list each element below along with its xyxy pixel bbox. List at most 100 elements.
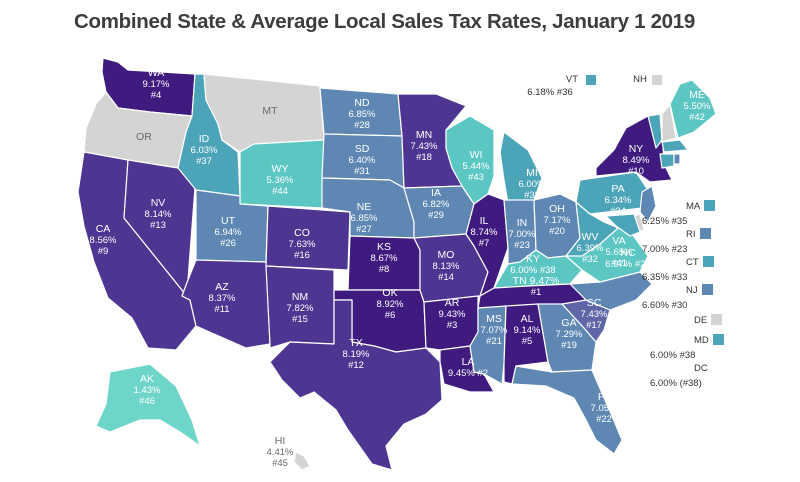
callout-swatch xyxy=(712,334,724,345)
state-value: 8.67% xyxy=(371,253,398,264)
state-code: MN xyxy=(416,129,432,141)
state-code: WY xyxy=(272,163,289,175)
state-label-ms: MS7.07%#21 xyxy=(481,313,508,347)
state-value: 8.92% xyxy=(377,299,404,310)
state-value: 1.43% xyxy=(134,385,161,396)
state-value: #17 xyxy=(586,320,602,331)
state-label-ga: GA7.29%#19 xyxy=(556,317,583,351)
state-code: MO xyxy=(438,249,455,261)
state-label-nc: NC6.97% #25 xyxy=(605,247,650,270)
state-value: 8.49% xyxy=(623,155,650,166)
state-code: AZ xyxy=(215,281,229,293)
state-label-mo: MO8.13%#14 xyxy=(433,249,460,283)
state-value: 8.56% xyxy=(90,235,117,246)
state-code: WV xyxy=(582,231,599,243)
state-value: #22 xyxy=(596,414,612,425)
state-label-ak: AK1.43%#46 xyxy=(134,373,161,407)
callout-de: DE xyxy=(694,314,723,326)
state-value: #34 xyxy=(610,206,626,217)
state-value: #29 xyxy=(428,210,444,221)
state-co xyxy=(265,205,351,271)
state-label-me: ME5.50%#42 xyxy=(684,89,711,123)
callout-swatch xyxy=(702,256,714,267)
state-label-ny: NY8.49%#10 xyxy=(623,143,650,177)
state-label-co: CO7.63%#16 xyxy=(289,227,316,261)
state-label-ut: UT6.94%#26 xyxy=(215,215,242,249)
callout-swatch xyxy=(699,228,711,239)
state-value: #21 xyxy=(486,336,502,347)
callout-code: NJ xyxy=(686,285,698,296)
state-label-ia: IA6.82%#29 xyxy=(423,187,450,221)
state-ri xyxy=(673,153,681,165)
state-value: 9.43% xyxy=(439,309,466,320)
state-swatch-vt xyxy=(586,75,596,85)
state-value: 9.45% #2 xyxy=(448,368,488,379)
state-code: VA xyxy=(612,235,625,247)
state-value: #23 xyxy=(514,240,530,251)
callout-code: DC xyxy=(694,363,708,374)
state-value: 8.13% xyxy=(433,261,460,272)
state-ak xyxy=(95,363,201,447)
state-code: NY xyxy=(629,143,644,155)
callout-value-dc: 6.00% (#38) xyxy=(650,378,702,389)
state-value: 5.65% xyxy=(606,247,633,258)
state-value: 7.00% xyxy=(509,229,536,240)
state-nj xyxy=(639,185,657,223)
state-value: #28 xyxy=(354,120,370,131)
state-value: #8 xyxy=(379,264,390,275)
state-code: WA xyxy=(148,67,165,79)
state-value: #1 xyxy=(531,287,542,298)
state-label-pa: PA6.34%#34 xyxy=(605,183,632,217)
state-label-wv: WV6.39%#32 xyxy=(577,231,604,265)
callout-value-md: 6.00% #38 xyxy=(650,350,696,361)
state-code: KS xyxy=(377,241,391,253)
state-value: 7.29% xyxy=(556,329,583,340)
state-value: 7.17% xyxy=(544,215,571,226)
state-value: #37 xyxy=(196,156,212,167)
state-label-ok: OK8.92%#6 xyxy=(377,287,404,321)
callout-md: MD xyxy=(694,334,724,346)
callout-nj: NJ xyxy=(686,284,713,296)
state-label-tn: TN 9.47%#1 xyxy=(513,275,560,298)
state-code: IN xyxy=(517,217,528,229)
state-code: OR xyxy=(136,131,152,143)
state-label-nm: NM7.82%#15 xyxy=(287,291,314,325)
state-value: #12 xyxy=(348,360,364,371)
state-hi xyxy=(293,451,311,471)
callout-value-ct: 6.35% #33 xyxy=(642,272,688,283)
state-value: 7.63% xyxy=(289,239,316,250)
state-value: #10 xyxy=(628,166,644,177)
callout-code: MD xyxy=(694,335,709,346)
state-swatch-nh xyxy=(652,75,662,85)
state-code: NE xyxy=(357,201,372,213)
state-value: #14 xyxy=(438,272,454,283)
state-value: #7 xyxy=(479,238,490,249)
state-code: SC xyxy=(587,297,602,309)
state-label-wi: WI5.44%#43 xyxy=(463,149,490,183)
callout-swatch xyxy=(704,200,716,211)
callout-code: RI xyxy=(686,229,696,240)
state-code: AK xyxy=(140,373,154,385)
state-value: 9.17% xyxy=(143,79,170,90)
state-label-nd: ND6.85%#28 xyxy=(349,97,376,131)
state-value: 8.14% xyxy=(145,209,172,220)
state-label-il: IL8.74%#7 xyxy=(471,215,498,249)
state-code: PA xyxy=(611,183,624,195)
state-label-vt: VT xyxy=(566,74,578,85)
state-value: #45 xyxy=(272,458,288,469)
state-code: MI xyxy=(526,167,538,179)
state-code: ME xyxy=(689,89,705,101)
state-label-mn: MN7.43%#18 xyxy=(411,129,438,163)
state-label-mi: MI6.00%#38 xyxy=(519,167,546,201)
callout-swatch xyxy=(711,314,723,325)
callout-dc: DC xyxy=(694,362,723,374)
state-label-oh: OH7.17%#20 xyxy=(544,203,571,237)
state-code: AR xyxy=(445,297,460,309)
state-value: #41 xyxy=(611,258,627,269)
state-value: 7.07% xyxy=(481,325,508,336)
state-label-ks: KS8.67%#8 xyxy=(371,241,398,275)
state-wv xyxy=(565,201,619,257)
state-code: NV xyxy=(151,197,166,209)
state-value: #27 xyxy=(356,224,372,235)
